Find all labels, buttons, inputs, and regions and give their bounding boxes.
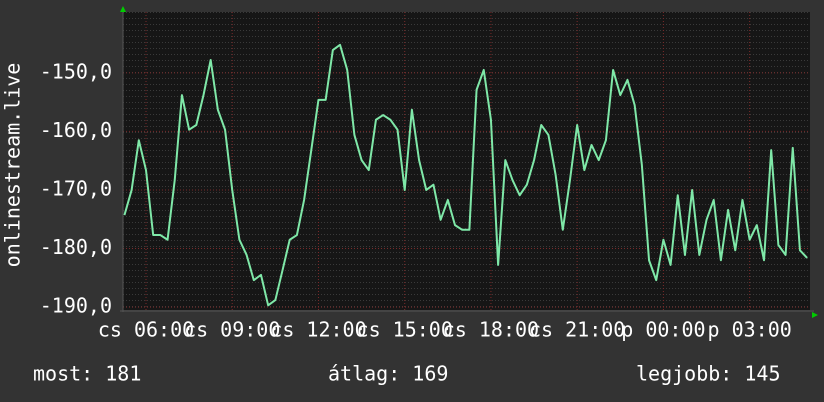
x-tick-label: cs 21:00 xyxy=(529,318,625,342)
y-tick-label: -160,0 xyxy=(40,118,112,142)
axis-arrow xyxy=(120,6,126,12)
x-tick-label: cs 15:00 xyxy=(357,318,453,342)
plot-area xyxy=(123,12,810,310)
y-axis-label: onlinestream.live xyxy=(1,63,25,268)
y-tick-label: -180,0 xyxy=(40,235,112,259)
x-tick-label: cs 06:00 xyxy=(98,318,194,342)
stat-current: most: 181 xyxy=(33,362,141,386)
stat-best: legjobb: 145 xyxy=(636,362,781,386)
stat-average: átlag: 169 xyxy=(328,362,448,386)
y-tick-label: -190,0 xyxy=(40,294,112,318)
x-tick-label: cs 09:00 xyxy=(184,318,280,342)
plot: -150,0-160,0-170,0-180,0-190,0cs 06:00cs… xyxy=(40,12,810,342)
x-tick-label: cs 18:00 xyxy=(443,318,539,342)
y-tick-label: -170,0 xyxy=(40,176,112,200)
x-tick-label: cs 12:00 xyxy=(270,318,366,342)
axis-arrow xyxy=(812,312,818,318)
x-tick-label: p 00:00 xyxy=(621,318,705,342)
y-tick-label: -150,0 xyxy=(40,59,112,83)
data-line xyxy=(123,43,808,307)
x-tick-label: p 03:00 xyxy=(707,318,791,342)
